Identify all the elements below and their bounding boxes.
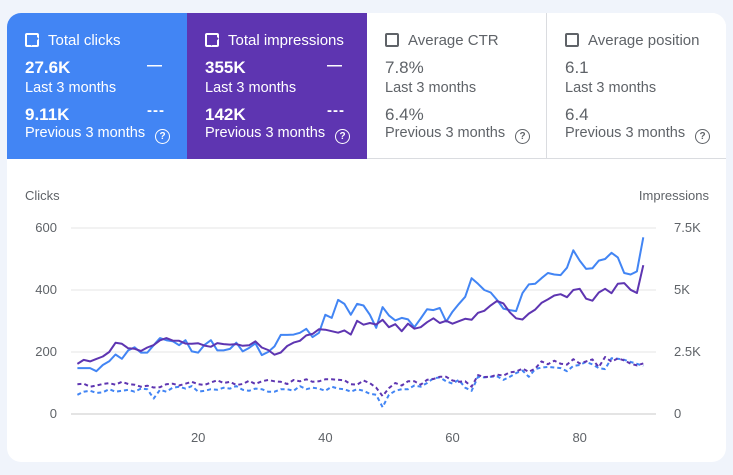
solid-line-legend-icon: — <box>327 57 343 74</box>
metric-cards: Total clicks 27.6K — Last 3 months 9.11K… <box>7 13 726 159</box>
chart-axis-ticks: 0 0 200 2.5K 400 5K 600 7.5K 20 40 60 80 <box>35 220 701 445</box>
checkbox-checked-icon[interactable] <box>25 33 39 47</box>
x-tick: 40 <box>318 430 332 445</box>
card-title: Total impressions <box>228 32 344 49</box>
previous-value: 6.4 <box>565 105 589 124</box>
y-axis-left-label: Clicks <box>25 188 60 203</box>
current-value: 6.1 <box>565 58 589 77</box>
help-icon[interactable]: ? <box>335 129 350 144</box>
y-tick-left: 0 <box>50 406 57 421</box>
impressions-previous-series-line[interactable] <box>77 356 644 398</box>
card-header: Total clicks <box>25 31 169 51</box>
x-tick: 80 <box>572 430 586 445</box>
card-average-position[interactable]: Average position 6.1 Last 3 months 6.4 P… <box>547 13 726 159</box>
previous-label: Previous 3 months <box>565 125 686 141</box>
previous-value: 6.4% <box>385 105 424 124</box>
y-tick-left: 200 <box>35 344 57 359</box>
card-title: Average CTR <box>408 32 499 49</box>
y-tick-left: 600 <box>35 220 57 235</box>
x-tick: 60 <box>445 430 459 445</box>
card-header: Average position <box>565 31 708 51</box>
current-label: Last 3 months <box>385 80 477 96</box>
card-title: Total clicks <box>48 32 121 49</box>
previous-value: 142K <box>205 105 246 124</box>
y-tick-right: 2.5K <box>674 344 701 359</box>
checkbox-unchecked-icon[interactable] <box>565 33 579 47</box>
performance-panel: Total clicks 27.6K — Last 3 months 9.11K… <box>7 13 726 462</box>
card-header: Average CTR <box>385 31 528 51</box>
help-icon[interactable]: ? <box>695 129 710 144</box>
impressions-last-series-line[interactable] <box>76 264 645 365</box>
current-label: Last 3 months <box>25 80 117 96</box>
checkbox-checked-icon[interactable] <box>205 33 219 47</box>
chart-series-lines <box>76 237 645 409</box>
current-label: Last 3 months <box>565 80 657 96</box>
clicks-last-series-line[interactable] <box>77 237 645 373</box>
previous-label: Previous 3 months <box>25 125 146 141</box>
current-value: 27.6K <box>25 58 71 77</box>
chart-gridlines <box>71 227 656 415</box>
current-label: Last 3 months <box>205 80 297 96</box>
card-total-clicks[interactable]: Total clicks 27.6K — Last 3 months 9.11K… <box>7 13 187 159</box>
y-tick-left: 400 <box>35 282 57 297</box>
help-icon[interactable]: ? <box>515 129 530 144</box>
previous-label: Previous 3 months <box>385 125 506 141</box>
solid-line-legend-icon: — <box>147 57 163 74</box>
card-average-ctr[interactable]: Average CTR 7.8% Last 3 months 6.4% Prev… <box>367 13 547 159</box>
y-tick-right: 7.5K <box>674 220 701 235</box>
y-tick-right: 5K <box>674 282 690 297</box>
dashed-line-legend-icon: --- <box>147 102 165 119</box>
dashed-line-legend-icon: --- <box>327 102 345 119</box>
y-axis-right-label: Impressions <box>639 188 710 203</box>
card-header: Total impressions <box>205 31 349 51</box>
clicks-previous-series-line[interactable] <box>76 357 644 409</box>
current-value: 7.8% <box>385 58 424 77</box>
help-icon[interactable]: ? <box>155 129 170 144</box>
x-tick: 20 <box>191 430 205 445</box>
current-value: 355K <box>205 58 246 77</box>
performance-chart[interactable]: Clicks Impressions 0 0 200 2.5K 400 5K 600 7.5K… <box>7 159 726 462</box>
y-tick-right: 0 <box>674 406 681 421</box>
checkbox-unchecked-icon[interactable] <box>385 33 399 47</box>
card-total-impressions[interactable]: Total impressions 355K — Last 3 months 1… <box>187 13 367 159</box>
previous-value: 9.11K <box>25 105 70 124</box>
card-title: Average position <box>588 32 700 49</box>
previous-label: Previous 3 months <box>205 125 326 141</box>
